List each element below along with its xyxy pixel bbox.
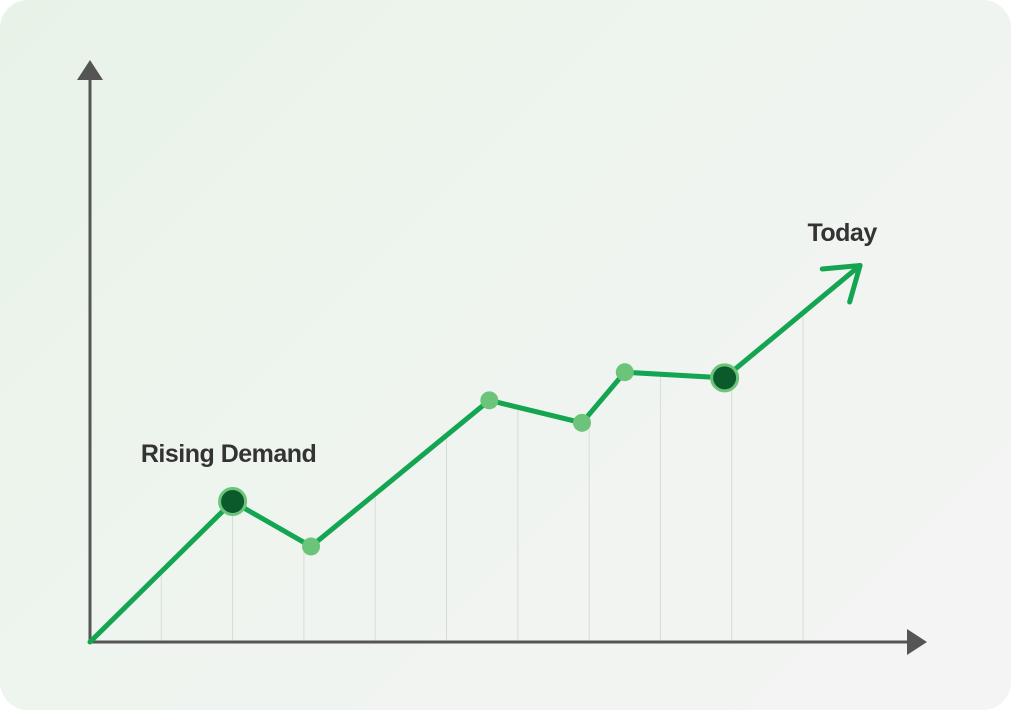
highlight-marker <box>710 363 740 393</box>
y-axis-arrow <box>77 60 103 80</box>
data-line <box>87 262 863 645</box>
x-axis-arrow <box>907 629 927 655</box>
marker <box>480 391 499 410</box>
highlight-marker <box>218 487 248 516</box>
annotation: Rising Demand <box>141 440 316 468</box>
marker <box>573 413 591 432</box>
marker <box>615 363 634 382</box>
marker <box>302 537 321 556</box>
annotation: Today <box>807 219 877 247</box>
arrowhead <box>819 262 863 305</box>
